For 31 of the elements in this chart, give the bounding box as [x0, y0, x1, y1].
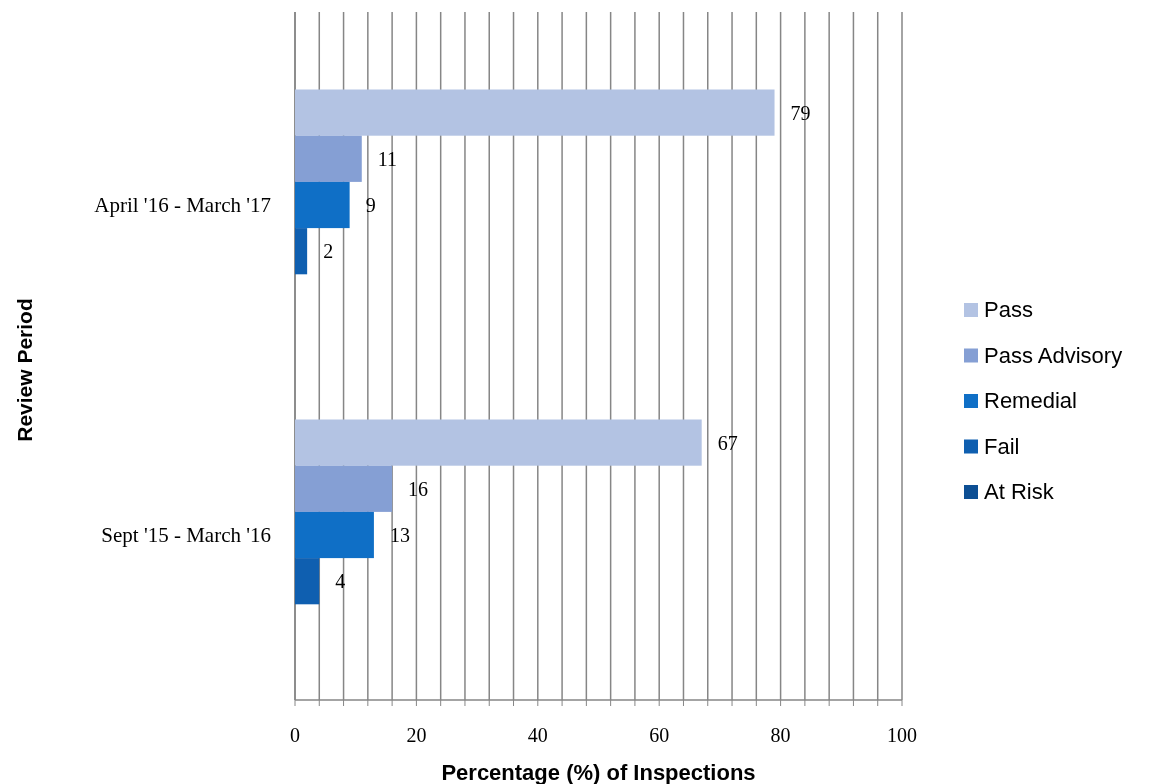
- bar: [295, 419, 702, 466]
- legend-label: Remedial: [984, 388, 1077, 413]
- legend-label: Fail: [984, 433, 1020, 459]
- legend-label: Pass: [984, 297, 1033, 322]
- data-label: 4: [335, 570, 346, 593]
- data-label: 11: [377, 147, 398, 170]
- data-label: 13: [389, 524, 410, 546]
- data-label: 67: [717, 431, 738, 454]
- y-axis-title: Review Period: [13, 298, 36, 442]
- x-tick-label: 40: [527, 724, 548, 746]
- data-label: 9: [365, 194, 376, 216]
- bar: [295, 511, 374, 559]
- bar: [295, 228, 308, 275]
- x-tick-label: 60: [649, 724, 670, 746]
- bar: [295, 89, 775, 136]
- y-tick-label: Sept '15 - March '16: [101, 523, 271, 547]
- x-tick-label: 100: [887, 724, 917, 746]
- bar: [295, 465, 393, 512]
- bar: [295, 135, 362, 182]
- y-tick-label: April '16 - March '17: [94, 193, 271, 217]
- x-tick-label: 0: [290, 724, 300, 746]
- x-tick-label: 80: [770, 724, 791, 746]
- legend-label: Pass Advisory: [984, 342, 1123, 368]
- data-label: 79: [790, 101, 811, 124]
- x-tick-label: 20: [406, 724, 427, 746]
- x-axis-title: Percentage (%) of Inspections: [441, 760, 756, 784]
- data-label: 2: [323, 240, 334, 263]
- legend-label: At Risk: [984, 479, 1055, 504]
- bar: [295, 181, 350, 229]
- bar: [295, 558, 320, 605]
- data-label: 16: [408, 477, 429, 500]
